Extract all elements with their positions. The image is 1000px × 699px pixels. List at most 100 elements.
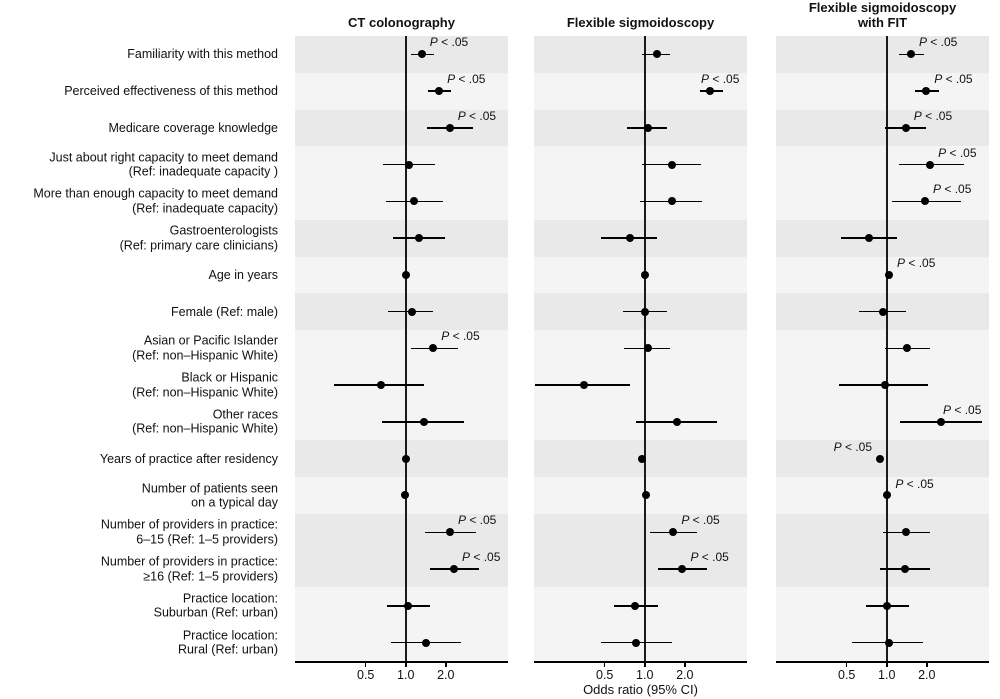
p-value-label: P < .05 bbox=[681, 513, 720, 528]
or-marker bbox=[626, 234, 635, 243]
or-marker bbox=[901, 123, 910, 132]
row-label: Familiarity with this method bbox=[0, 47, 278, 62]
background-band bbox=[534, 256, 747, 294]
axis-tick-label: 2.0 bbox=[676, 668, 694, 682]
p-value-label: P < .05 bbox=[943, 402, 982, 417]
p-value-label: P < .05 bbox=[429, 36, 469, 50]
forest-row bbox=[776, 624, 989, 661]
forest-row bbox=[295, 220, 508, 257]
row-labels-column: Familiarity with this method Perceived ef… bbox=[0, 0, 282, 699]
background-band bbox=[776, 72, 989, 110]
p-value-label: P < .05 bbox=[933, 182, 972, 197]
row-label-line: Age in years bbox=[208, 267, 278, 282]
row-label-line: 6–15 (Ref: 1–5 providers) bbox=[136, 532, 278, 547]
axis-tick bbox=[364, 662, 367, 668]
background-band bbox=[776, 256, 989, 294]
or-marker bbox=[926, 160, 935, 169]
or-marker bbox=[667, 197, 676, 206]
row-label: Gastroenterologists (Ref: primary care cl… bbox=[0, 224, 278, 253]
x-axis-line bbox=[295, 661, 508, 663]
p-italic: P bbox=[441, 329, 450, 344]
or-marker bbox=[900, 565, 909, 573]
or-marker bbox=[644, 344, 653, 353]
p-value-label: P < .05 bbox=[897, 255, 936, 270]
axis-tick bbox=[644, 662, 646, 668]
or-marker bbox=[401, 454, 410, 463]
forest-row bbox=[776, 587, 989, 624]
p-italic: P bbox=[457, 513, 466, 528]
row-label-line: on a typical day bbox=[191, 495, 278, 510]
x-axis-title: Odds ratio (95% CI) bbox=[583, 682, 698, 697]
or-marker bbox=[706, 87, 715, 96]
or-marker bbox=[883, 491, 892, 500]
p-italic: P bbox=[457, 108, 466, 123]
p-value-label: P < .05 bbox=[457, 513, 497, 528]
forest-row: P < .05 bbox=[776, 109, 989, 147]
row-label: Other races (Ref: non–Hispanic White) bbox=[0, 407, 278, 436]
p-italic: P bbox=[833, 439, 842, 454]
p-value-label: P < .05 bbox=[895, 476, 934, 491]
or-marker bbox=[637, 454, 646, 463]
background-band bbox=[295, 146, 508, 220]
p-value-label: P < .05 bbox=[918, 36, 958, 50]
axis-tick bbox=[603, 662, 606, 668]
or-marker bbox=[401, 270, 410, 279]
panel-title: Flexible sigmoidoscopy with FIT bbox=[764, 0, 1000, 33]
or-marker bbox=[410, 197, 419, 206]
p-value-label: P < .05 bbox=[462, 550, 501, 565]
forest-row bbox=[534, 36, 747, 73]
or-marker bbox=[445, 123, 454, 132]
axis-tick-label: 1.0 bbox=[636, 668, 654, 682]
background-band bbox=[295, 36, 508, 73]
p-italic: P bbox=[943, 402, 952, 417]
axis-tick-label: 1.0 bbox=[397, 668, 415, 682]
forest-row bbox=[295, 146, 508, 183]
row-label: Number of providers in practice: ≥16 (Ref… bbox=[0, 555, 278, 584]
or-marker bbox=[885, 638, 894, 647]
forest-row bbox=[534, 404, 747, 441]
plot-area: P < .05 P < .05 P < .05 bbox=[534, 36, 747, 661]
row-label-line: (Ref: inadequate capacity) bbox=[132, 201, 278, 216]
forest-row bbox=[295, 183, 508, 220]
axis-tick-label: 0.5 bbox=[596, 668, 614, 682]
panel-title: Flexible sigmoidoscopy bbox=[522, 0, 759, 33]
forest-row bbox=[534, 440, 747, 477]
p-value-label: P < .05 bbox=[938, 145, 977, 160]
axis-tick-label: 0.5 bbox=[357, 668, 375, 682]
forest-row: P < .05 bbox=[776, 402, 989, 441]
forest-row: P < .05 bbox=[776, 477, 989, 514]
forest-row bbox=[295, 587, 508, 624]
panel-title-line: Flexible sigmoidoscopy bbox=[808, 0, 957, 15]
axis-tick bbox=[886, 662, 888, 668]
or-marker bbox=[864, 234, 873, 243]
forest-row bbox=[534, 146, 747, 183]
background-band bbox=[776, 109, 989, 147]
row-label-line: More than enough capacity to meet demand bbox=[33, 186, 278, 201]
p-italic: P bbox=[918, 36, 927, 50]
background-band bbox=[776, 513, 989, 588]
background-band bbox=[295, 256, 508, 294]
background-band bbox=[295, 72, 508, 110]
or-marker bbox=[422, 638, 431, 647]
axis-tick bbox=[405, 662, 407, 668]
row-label-line: (Ref: inadequate capacity ) bbox=[128, 164, 278, 179]
plot-area: P < .05 P < .05 P < .05 P < .05 P < .05 P < .… bbox=[776, 36, 989, 661]
p-italic: P bbox=[681, 513, 690, 528]
panel-title-line: with FIT bbox=[857, 14, 908, 30]
row-label-line: Just about right capacity to meet demand bbox=[49, 150, 278, 165]
row-label-line: Female (Ref: male) bbox=[171, 304, 278, 319]
row-label-line: Practice location: bbox=[182, 628, 278, 643]
p-italic: P bbox=[447, 72, 456, 87]
background-band bbox=[534, 36, 747, 73]
forest-row: P < .05 bbox=[534, 72, 747, 110]
background-band bbox=[776, 587, 989, 661]
row-label: Female (Ref: male) bbox=[0, 304, 278, 319]
forest-row bbox=[534, 367, 747, 404]
row-label: Just about right capacity to meet demand… bbox=[0, 150, 278, 179]
forest-row bbox=[776, 514, 989, 551]
forest-row: P < .05 bbox=[776, 72, 989, 110]
or-marker bbox=[876, 454, 885, 463]
background-band bbox=[534, 587, 747, 661]
row-label: Medicare coverage knowledge bbox=[0, 121, 278, 136]
or-marker bbox=[878, 307, 887, 316]
